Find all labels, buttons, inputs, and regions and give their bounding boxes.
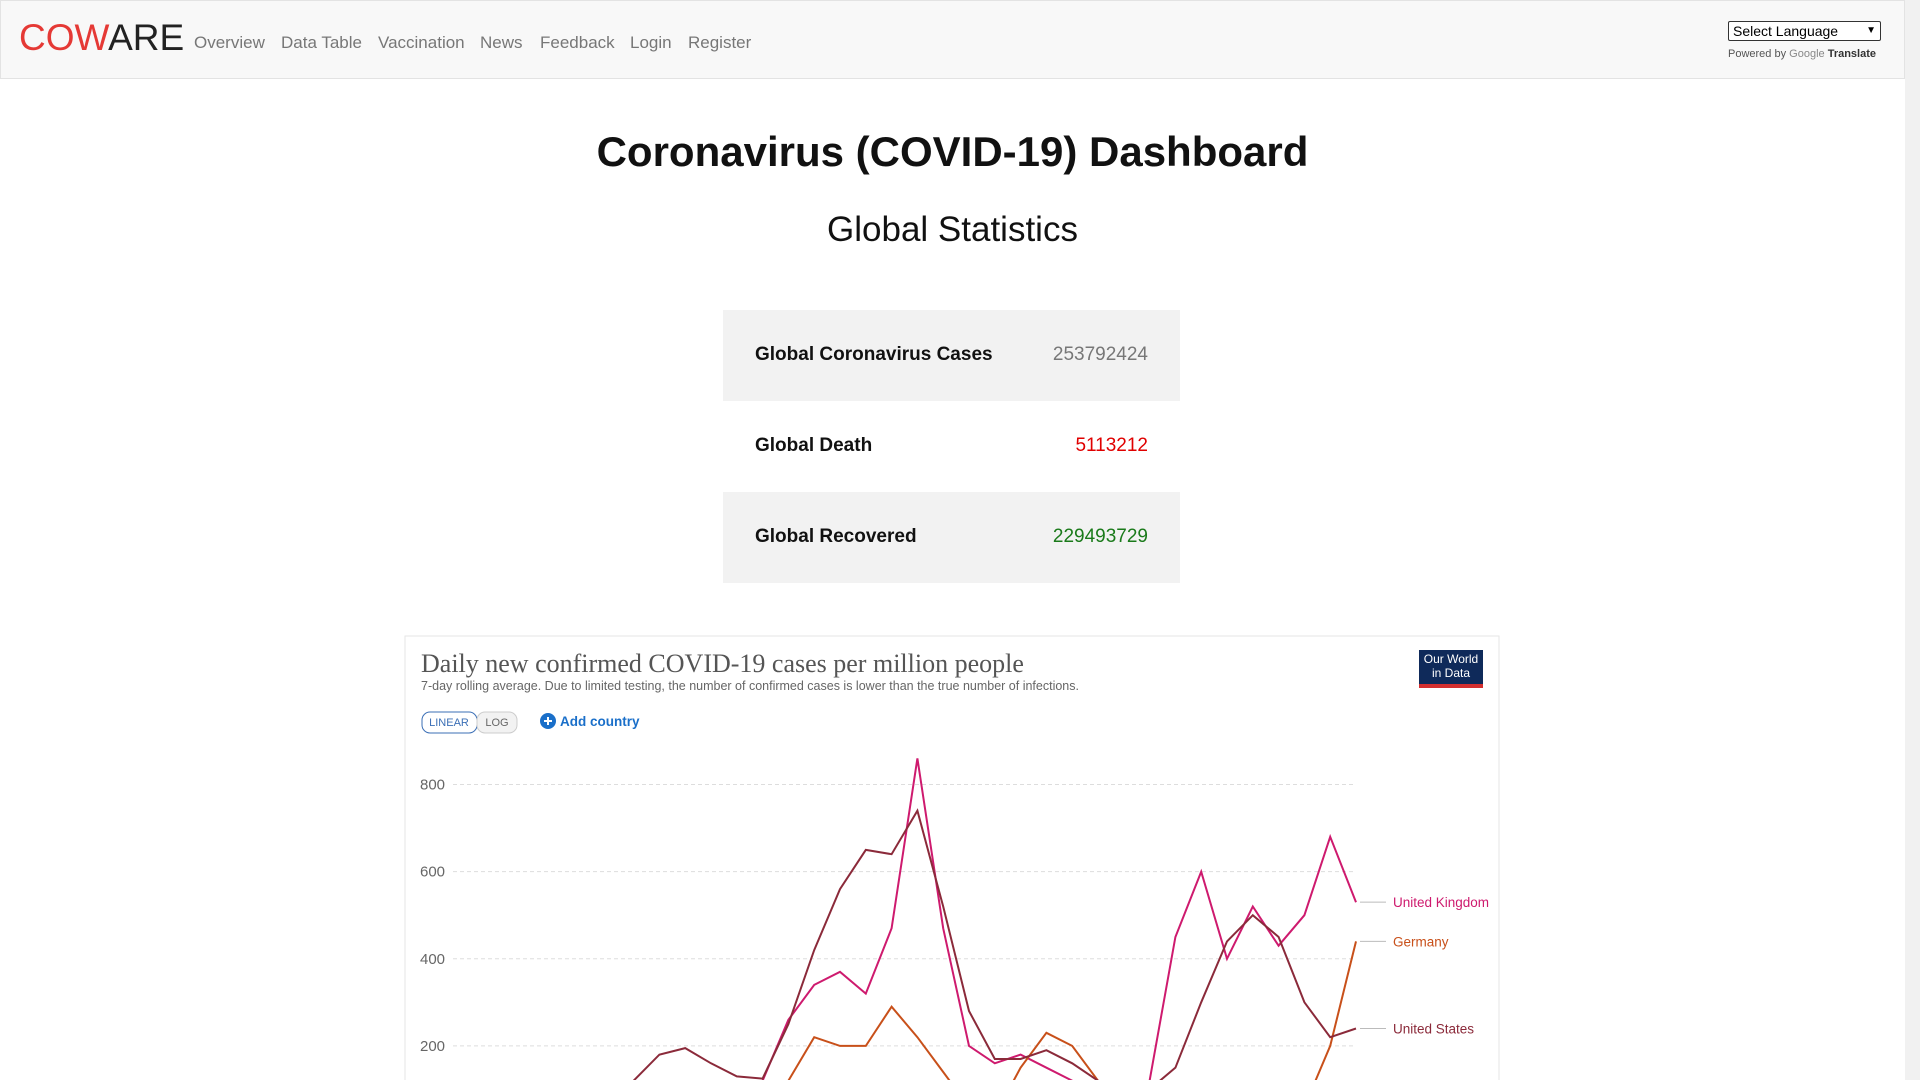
log-button[interactable] xyxy=(476,711,518,734)
stat-row: Global Recovered 229493729 xyxy=(723,492,1180,583)
owid-logo-bar xyxy=(1419,684,1483,688)
legend-label: United States xyxy=(1393,1021,1474,1036)
stat-value: 5113212 xyxy=(1075,435,1148,456)
chart-title: Daily new confirmed COVID-19 cases per m… xyxy=(421,649,1024,678)
chart-subtitle: 7-day rolling average. Due to limited te… xyxy=(421,679,1079,693)
language-select[interactable]: Select Language ▼ xyxy=(1728,21,1881,41)
select-text: Select Language xyxy=(1733,23,1839,39)
google-text[interactable]: Google xyxy=(1789,48,1825,60)
button-label: LINEAR xyxy=(429,717,469,729)
nav-link[interactable]: Vaccination xyxy=(378,33,465,52)
series-line xyxy=(761,758,1357,1080)
add-country[interactable]: Add country xyxy=(560,714,640,729)
stat-value: 229493729 xyxy=(1052,526,1148,547)
powered-by: Powered by Google Translate xyxy=(1728,48,1876,60)
nav-link[interactable]: Register xyxy=(688,33,752,52)
scrollbar[interactable] xyxy=(1905,0,1920,1080)
page-title: Coronavirus (COVID-19) Dashboard xyxy=(596,128,1309,175)
brand-part: COW xyxy=(19,17,109,58)
y-tick-label: 400 xyxy=(420,951,445,968)
stat-label: Global Recovered xyxy=(755,526,917,547)
brand[interactable]: COWARE xyxy=(19,17,184,59)
stat-row: Global Death 5113212 xyxy=(723,401,1180,492)
stat-label: Global Coronavirus Cases xyxy=(755,344,993,365)
powered-text: Powered by xyxy=(1728,48,1787,60)
plot-area xyxy=(632,758,1357,1080)
stat-label: Global Death xyxy=(755,435,873,456)
navbar: COWARE Overview Data Table Vaccination N… xyxy=(0,0,1905,79)
logo-text: Our World xyxy=(1424,652,1478,666)
y-tick-label: 800 xyxy=(420,777,445,794)
chart-frame xyxy=(404,635,1500,1080)
select-arrow: ▼ xyxy=(1866,25,1876,36)
legend-label: United Kingdom xyxy=(1393,895,1489,910)
nav-link[interactable]: Overview xyxy=(194,33,265,52)
owid-logo[interactable] xyxy=(1419,650,1483,688)
stat-value: 253792424 xyxy=(1052,344,1148,365)
logo-text: in Data xyxy=(1432,666,1470,680)
stat-row: Global Coronavirus Cases 253792424 xyxy=(723,310,1180,401)
series-line xyxy=(787,941,1357,1080)
nav-link[interactable]: News xyxy=(480,33,523,52)
brand-part: ARE xyxy=(108,17,185,58)
nav-link[interactable]: Data Table xyxy=(281,33,362,52)
y-tick-label: 600 xyxy=(420,864,445,881)
nav-link[interactable]: Feedback xyxy=(540,33,615,52)
legend-label: Germany xyxy=(1393,934,1449,949)
y-tick-label: 200 xyxy=(420,1038,445,1055)
page-subtitle: Global Statistics xyxy=(827,210,1078,249)
translate-text[interactable]: Translate xyxy=(1827,48,1877,60)
series-line xyxy=(632,808,1357,1080)
add-icon-plus xyxy=(544,717,552,725)
button-label: LOG xyxy=(485,717,508,729)
nav-link[interactable]: Login xyxy=(630,33,672,52)
